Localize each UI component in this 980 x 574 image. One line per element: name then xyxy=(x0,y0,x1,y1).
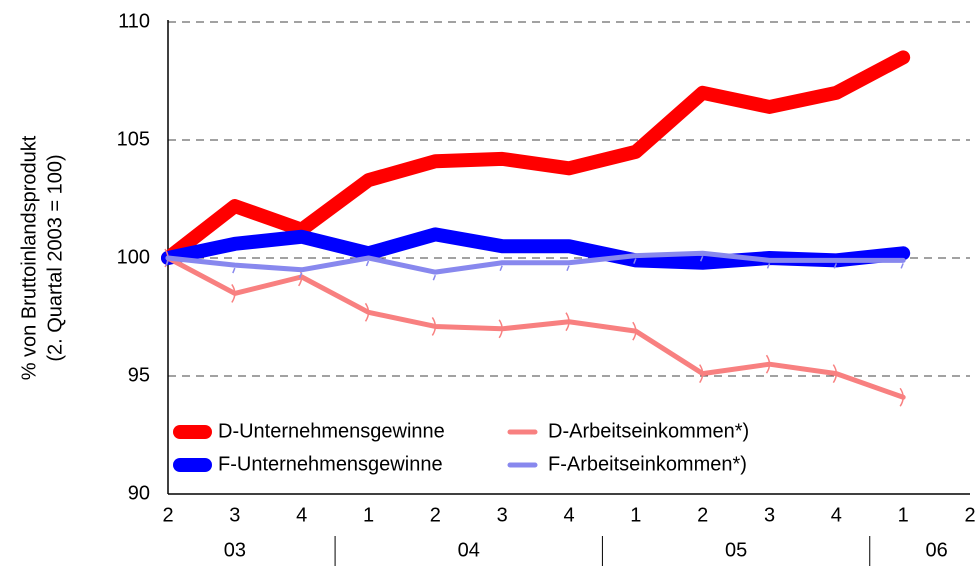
y-tick-label: 95 xyxy=(128,364,150,386)
x-tick-label: 4 xyxy=(831,504,842,526)
point-marker xyxy=(165,260,169,267)
x-tick-label: 3 xyxy=(229,504,240,526)
point-marker xyxy=(566,265,570,271)
point-marker xyxy=(364,302,370,322)
point-marker xyxy=(298,272,303,279)
y-tick-label: 100 xyxy=(117,246,150,268)
y-axis-label: (2. Quartal 2003 = 100) xyxy=(44,154,66,361)
point-marker xyxy=(498,319,503,339)
x-tick-label: 4 xyxy=(563,504,574,526)
point-marker xyxy=(431,317,437,336)
point-marker xyxy=(832,364,838,384)
x-tick-label: 2 xyxy=(964,504,975,526)
x-group-label: 06 xyxy=(925,539,947,561)
x-tick-label: 2 xyxy=(430,504,441,526)
legend-label: F-Arbeitseinkommen*) xyxy=(548,453,747,475)
point-marker xyxy=(766,263,771,269)
y-tick-label: 90 xyxy=(128,482,150,504)
x-group-label: 03 xyxy=(224,539,246,561)
x-tick-label: 3 xyxy=(497,504,508,526)
series-line xyxy=(165,255,906,400)
point-marker xyxy=(899,387,904,407)
x-tick-label: 1 xyxy=(898,504,909,526)
point-marker xyxy=(633,258,637,264)
point-marker xyxy=(499,265,503,271)
legend-label: D-Arbeitseinkommen*) xyxy=(548,420,749,442)
point-marker xyxy=(232,267,236,274)
point-marker xyxy=(432,274,437,281)
legend-label: D-Unternehmensgewinne xyxy=(218,420,445,442)
y-axis-label: % von Bruttoinlandsprodukt xyxy=(18,135,40,380)
point-marker xyxy=(632,321,637,341)
point-marker xyxy=(900,263,904,269)
y-tick-label: 105 xyxy=(117,128,150,150)
series-line xyxy=(161,50,911,265)
x-group-label: 05 xyxy=(725,539,747,561)
y-tick-label: 110 xyxy=(118,10,150,32)
point-marker xyxy=(231,283,236,303)
x-tick-label: 4 xyxy=(296,504,307,526)
legend-label: F-Unternehmensgewinne xyxy=(218,453,443,475)
point-marker xyxy=(833,263,838,269)
x-group-label: 04 xyxy=(458,539,480,561)
series-line xyxy=(165,250,906,275)
x-tick-label: 1 xyxy=(630,504,641,526)
x-tick-label: 2 xyxy=(697,504,708,526)
point-marker xyxy=(565,312,570,332)
x-tick-label: 2 xyxy=(162,504,173,526)
point-marker xyxy=(365,260,370,267)
x-tick-label: 3 xyxy=(764,504,775,526)
point-marker xyxy=(699,256,704,262)
point-marker xyxy=(765,354,771,374)
x-tick-label: 1 xyxy=(363,504,374,526)
point-marker xyxy=(699,364,704,384)
